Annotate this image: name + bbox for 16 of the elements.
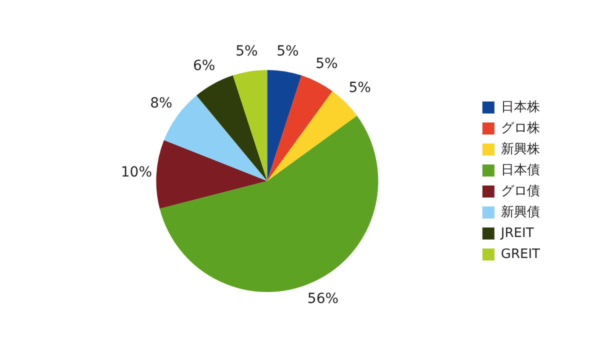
legend-label: グロ株	[500, 120, 540, 136]
legend-label: 新興債	[500, 204, 540, 220]
legend-label: GREIT	[500, 246, 540, 262]
data-label: 5%	[236, 43, 258, 60]
data-label: 6%	[192, 58, 216, 74]
legend-label: JREIT	[500, 226, 534, 241]
legend-label: 日本株	[500, 100, 540, 115]
legend-label: 日本債	[500, 162, 540, 178]
data-label: 8%	[150, 96, 172, 112]
legend-label: 新興株	[500, 142, 540, 157]
data-label: 56%	[307, 291, 339, 308]
data-label: 10%	[120, 164, 152, 180]
data-label: 5%	[348, 80, 371, 96]
legend-label: グロ債	[500, 184, 540, 199]
data-label: 5%	[276, 43, 299, 60]
data-label: 5%	[316, 56, 338, 72]
